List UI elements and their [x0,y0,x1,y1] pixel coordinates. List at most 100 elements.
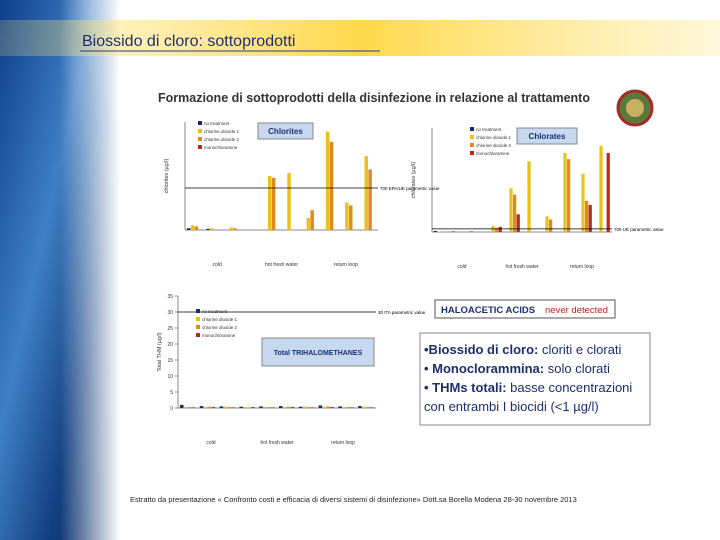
bar [211,407,216,408]
bullet-box [419,332,651,426]
footer: Estratto da presentazione « Confronto co… [130,495,577,504]
bar [322,406,327,408]
bar [318,405,323,408]
reference-label: 30 ITA parametric value [378,310,426,315]
bar [259,406,263,408]
bar [345,202,349,230]
bar [247,407,251,408]
bullet-text: cloriti e clorati [541,342,622,357]
group-label: cold [213,262,222,268]
chart-title-box [516,127,578,145]
bar [338,406,342,408]
bar [585,200,589,232]
legend-swatch [196,333,200,337]
group-label: hot fresh water [505,264,538,270]
haa-text: never detected [545,305,608,316]
reference-label: 700 EPA/UE parametric value [380,186,440,191]
bar [310,210,314,230]
bar [527,161,531,232]
logo-center [626,99,644,117]
bar [271,177,276,230]
bar [179,404,184,408]
bar [210,228,214,230]
bar [287,173,291,230]
legend-label: monochloramine [202,333,236,338]
bar [346,407,350,408]
legend-label: chlorine dioxide 2 [204,137,240,142]
bar [233,228,237,230]
y-tick-label: 10 [167,374,173,380]
bar [223,406,228,408]
bar [290,407,295,408]
bar [563,152,567,232]
bar [513,194,517,232]
bar [370,407,374,408]
y-tick-label: 35 [167,294,173,300]
bar [271,407,275,408]
legend-swatch [198,137,202,141]
legend-label: no treatment [202,309,228,314]
group-label: hot fresh water [260,440,293,446]
legend-swatch [196,317,200,321]
bullet: • Monoclorammina: solo clorati [424,359,646,378]
y-axis-label: chlorates (µg/l) [411,162,417,199]
bar [187,407,192,408]
bar [267,176,272,230]
bullet-label: •Biossido di cloro: [424,342,539,357]
y-tick-label: 30 [167,310,173,316]
bar [358,406,362,408]
bar [194,226,199,230]
bar [350,407,354,408]
bar [302,406,307,408]
bar [207,406,212,408]
bar [306,218,311,230]
bar [588,204,592,232]
bar [183,406,188,408]
legend-label: chlorine dioxide 1 [476,135,512,140]
group-label: return loop [570,264,594,270]
legend-swatch [470,135,474,139]
y-tick-label: 5 [170,390,173,396]
y-tick-label: 0 [170,406,173,412]
legend-swatch [470,151,474,155]
bar [251,407,255,408]
chart-title: Total TRIHALOMETHANES [274,350,363,357]
bar [509,188,513,232]
bar [199,406,204,408]
legend-label: chlorine dioxide 1 [202,317,238,322]
charts: chlorites (µg/l) 700 EPA/UE parametric va… [157,121,664,446]
legend-label: chlorine dioxide 2 [476,143,512,148]
group-label: return loop [331,440,355,446]
bullet: • THMs totali: basse concentrazioni con … [424,378,646,416]
bar [330,407,335,408]
bar [433,230,438,232]
bullet: •Biossido di cloro: cloriti e clorati [424,340,646,359]
bar [306,407,311,408]
bar [469,231,474,232]
bar [349,205,353,230]
bar [231,407,236,408]
group-label: hot fresh water [265,262,298,268]
chart-title-box [261,337,375,367]
y-tick-label: 25 [167,326,173,332]
legend-label: no treatment [204,121,230,126]
legend-label: chlorine dioxide 1 [204,129,240,134]
y-tick-label: 20 [167,342,173,348]
bar [451,231,456,232]
bar [286,406,291,408]
bar [567,159,571,232]
bar [368,169,372,230]
y-tick-label: 15 [167,358,173,364]
water-fade [60,0,120,540]
bar [239,406,243,408]
bar [229,227,233,230]
bullet-list: •Biossido di cloro: cloriti e clorati • M… [424,340,646,416]
bar [581,173,585,232]
bar [227,407,232,408]
bar [364,156,368,230]
bullet-text: basse concentrazioni con entrambi I bioc… [424,380,633,414]
bullet-text: solo clorati [547,361,610,376]
bar [186,228,191,230]
group-label: cold [457,264,466,270]
